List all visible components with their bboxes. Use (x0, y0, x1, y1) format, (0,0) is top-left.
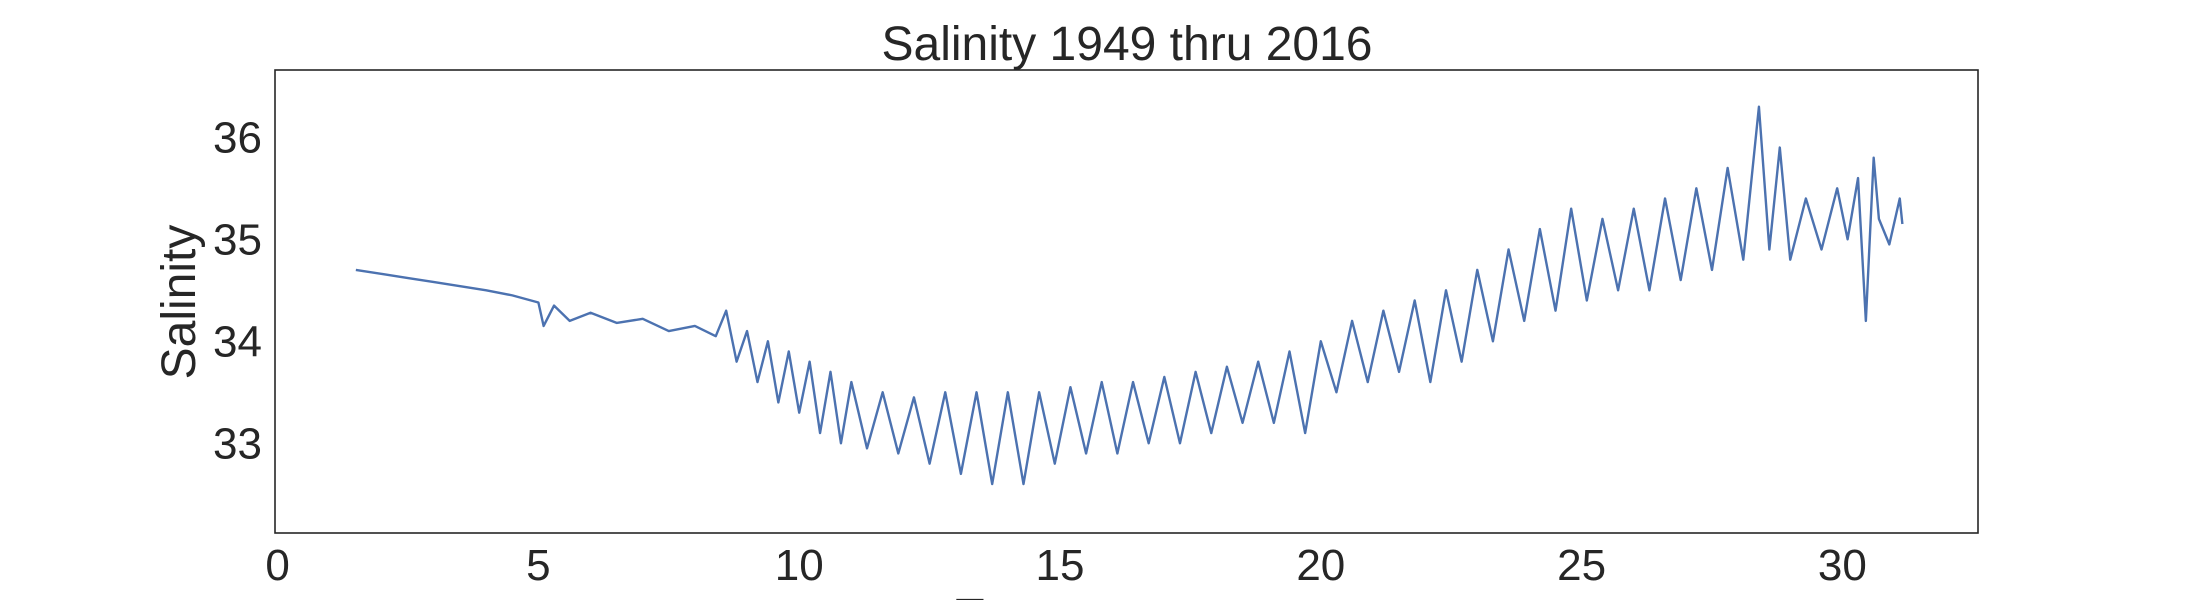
plot-frame (274, 69, 1979, 534)
y-tick-label: 33 (213, 419, 262, 468)
x-tick-label: 30 (1818, 541, 1867, 590)
x-axis-label: Temperature (955, 590, 1224, 600)
x-tick-label: 15 (1036, 541, 1085, 590)
x-tick-label: 10 (775, 541, 824, 590)
y-tick-label: 36 (213, 113, 262, 162)
chart-title: Salinity 1949 thru 2016 (881, 18, 1372, 71)
y-tick-label: 34 (213, 317, 262, 366)
data-line (355, 105, 1904, 486)
y-tick-label: 35 (213, 215, 262, 264)
x-tick-label: 5 (526, 541, 550, 590)
y-axis-label: Salinity (153, 225, 206, 380)
x-tick-label: 20 (1296, 541, 1345, 590)
x-tick-label: 25 (1557, 541, 1606, 590)
x-tick-label: 0 (265, 541, 289, 590)
